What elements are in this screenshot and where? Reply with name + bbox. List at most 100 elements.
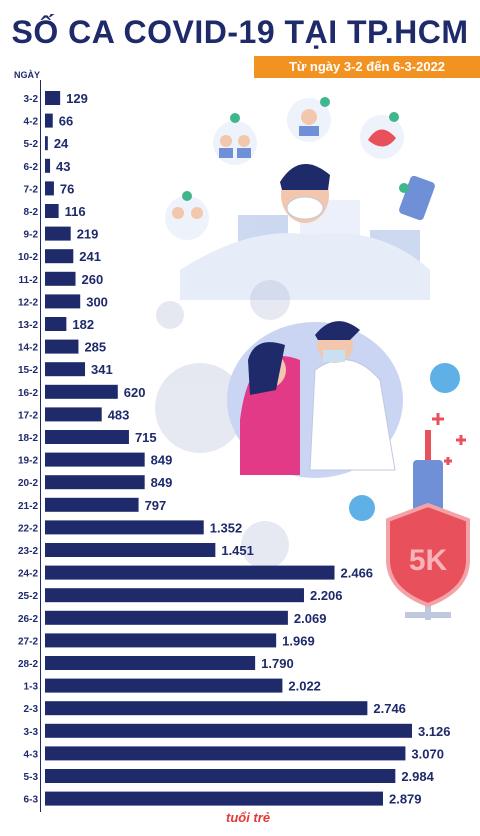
- bar: [45, 271, 76, 286]
- category-label: 17-2: [18, 410, 38, 421]
- bar: [45, 452, 145, 467]
- bar: [45, 384, 118, 399]
- doctor-graphic: [180, 164, 430, 300]
- bar: [45, 181, 54, 196]
- category-label: 6-2: [24, 162, 39, 173]
- bar: [45, 158, 51, 173]
- value-label: 285: [84, 340, 106, 355]
- value-label: 116: [65, 204, 86, 219]
- value-label: 797: [145, 498, 167, 513]
- category-label: 14-2: [18, 343, 38, 354]
- category-label: 27-2: [18, 636, 38, 647]
- category-label: 26-2: [18, 614, 38, 625]
- value-label: 219: [77, 227, 99, 242]
- value-label: 2.022: [288, 679, 321, 694]
- value-label: 182: [72, 317, 94, 332]
- category-label: 4-3: [24, 749, 39, 760]
- value-label: 2.984: [401, 769, 434, 784]
- bar: [45, 91, 61, 105]
- blue-virus-icon: [349, 363, 460, 521]
- value-label: 483: [108, 407, 130, 422]
- date-range-banner: Từ ngày 3-2 đến 6-3-2022: [254, 56, 480, 78]
- bar: [45, 294, 81, 309]
- value-label: 300: [86, 294, 108, 309]
- bar: [45, 407, 102, 422]
- category-label: 4-2: [24, 117, 39, 128]
- category-label: 28-2: [18, 659, 38, 670]
- bar: [45, 701, 368, 716]
- handwash-icon: [360, 112, 404, 159]
- category-label: 9-2: [24, 230, 39, 241]
- publisher-logo: tuổi trẻ: [226, 810, 271, 825]
- bar: [45, 520, 204, 535]
- virus-graphic: [155, 280, 290, 569]
- value-label: 3.126: [418, 724, 451, 739]
- value-label: 2.206: [310, 588, 343, 603]
- value-label: 2.069: [294, 611, 327, 626]
- covid-test-graphic: [227, 321, 403, 478]
- woman-mask-icon: [287, 97, 331, 142]
- bar: [45, 136, 48, 151]
- bar: [45, 678, 283, 693]
- bar: [45, 656, 256, 670]
- value-label: 2.466: [341, 566, 374, 581]
- value-label: 2.879: [389, 792, 422, 807]
- bar: [45, 113, 53, 128]
- category-label: 22-2: [18, 523, 38, 534]
- category-label: 3-3: [24, 727, 39, 738]
- bar: [45, 497, 139, 512]
- category-label: 20-2: [18, 478, 38, 489]
- value-label: 260: [82, 272, 104, 287]
- value-label: 43: [56, 159, 70, 174]
- value-label: 241: [79, 249, 101, 264]
- value-label: 2.746: [373, 701, 406, 716]
- value-label: 66: [59, 114, 73, 129]
- value-label: 24: [54, 136, 69, 151]
- category-label: 24-2: [18, 569, 38, 580]
- bar: [45, 317, 67, 331]
- category-label: 1-3: [24, 682, 39, 693]
- value-label: 849: [151, 475, 173, 490]
- category-label: 16-2: [18, 388, 38, 399]
- bar: [45, 723, 412, 738]
- value-label: 341: [91, 362, 113, 377]
- category-label: 7-2: [24, 184, 39, 195]
- phone-app-icon: [399, 175, 435, 221]
- value-label: 620: [124, 385, 146, 400]
- value-label: 1.352: [210, 520, 243, 535]
- bar: [45, 791, 383, 806]
- y-axis-line: [40, 80, 41, 812]
- category-label: 3-2: [24, 94, 39, 105]
- value-label: 1.969: [282, 633, 315, 648]
- bar: [45, 565, 335, 580]
- category-label: 11-2: [19, 275, 39, 286]
- value-label: 129: [66, 91, 88, 106]
- bar: [45, 588, 304, 603]
- bar: [45, 204, 59, 218]
- syringe-shield-graphic: 5K: [386, 413, 470, 620]
- category-label: 13-2: [18, 320, 38, 331]
- bar: [45, 226, 71, 241]
- category-label: 6-3: [24, 795, 39, 806]
- category-label: 19-2: [18, 456, 38, 467]
- value-label: 3.070: [411, 746, 444, 761]
- bar: [45, 610, 288, 625]
- bar: [45, 543, 216, 557]
- value-label: 715: [135, 430, 157, 445]
- category-label: 10-2: [18, 252, 38, 263]
- value-label: 1.451: [221, 543, 254, 558]
- category-label: 5-3: [24, 772, 39, 783]
- category-label: 5-2: [24, 139, 39, 150]
- category-label: 18-2: [18, 433, 38, 444]
- bar: [45, 339, 79, 354]
- bar: [45, 475, 145, 490]
- category-label: 8-2: [24, 207, 39, 218]
- category-label: 21-2: [18, 501, 38, 512]
- value-label: 849: [151, 453, 173, 468]
- category-label: 15-2: [18, 365, 38, 376]
- value-label: 1.790: [261, 656, 294, 671]
- bar: [45, 430, 129, 444]
- category-label: 23-2: [18, 546, 38, 557]
